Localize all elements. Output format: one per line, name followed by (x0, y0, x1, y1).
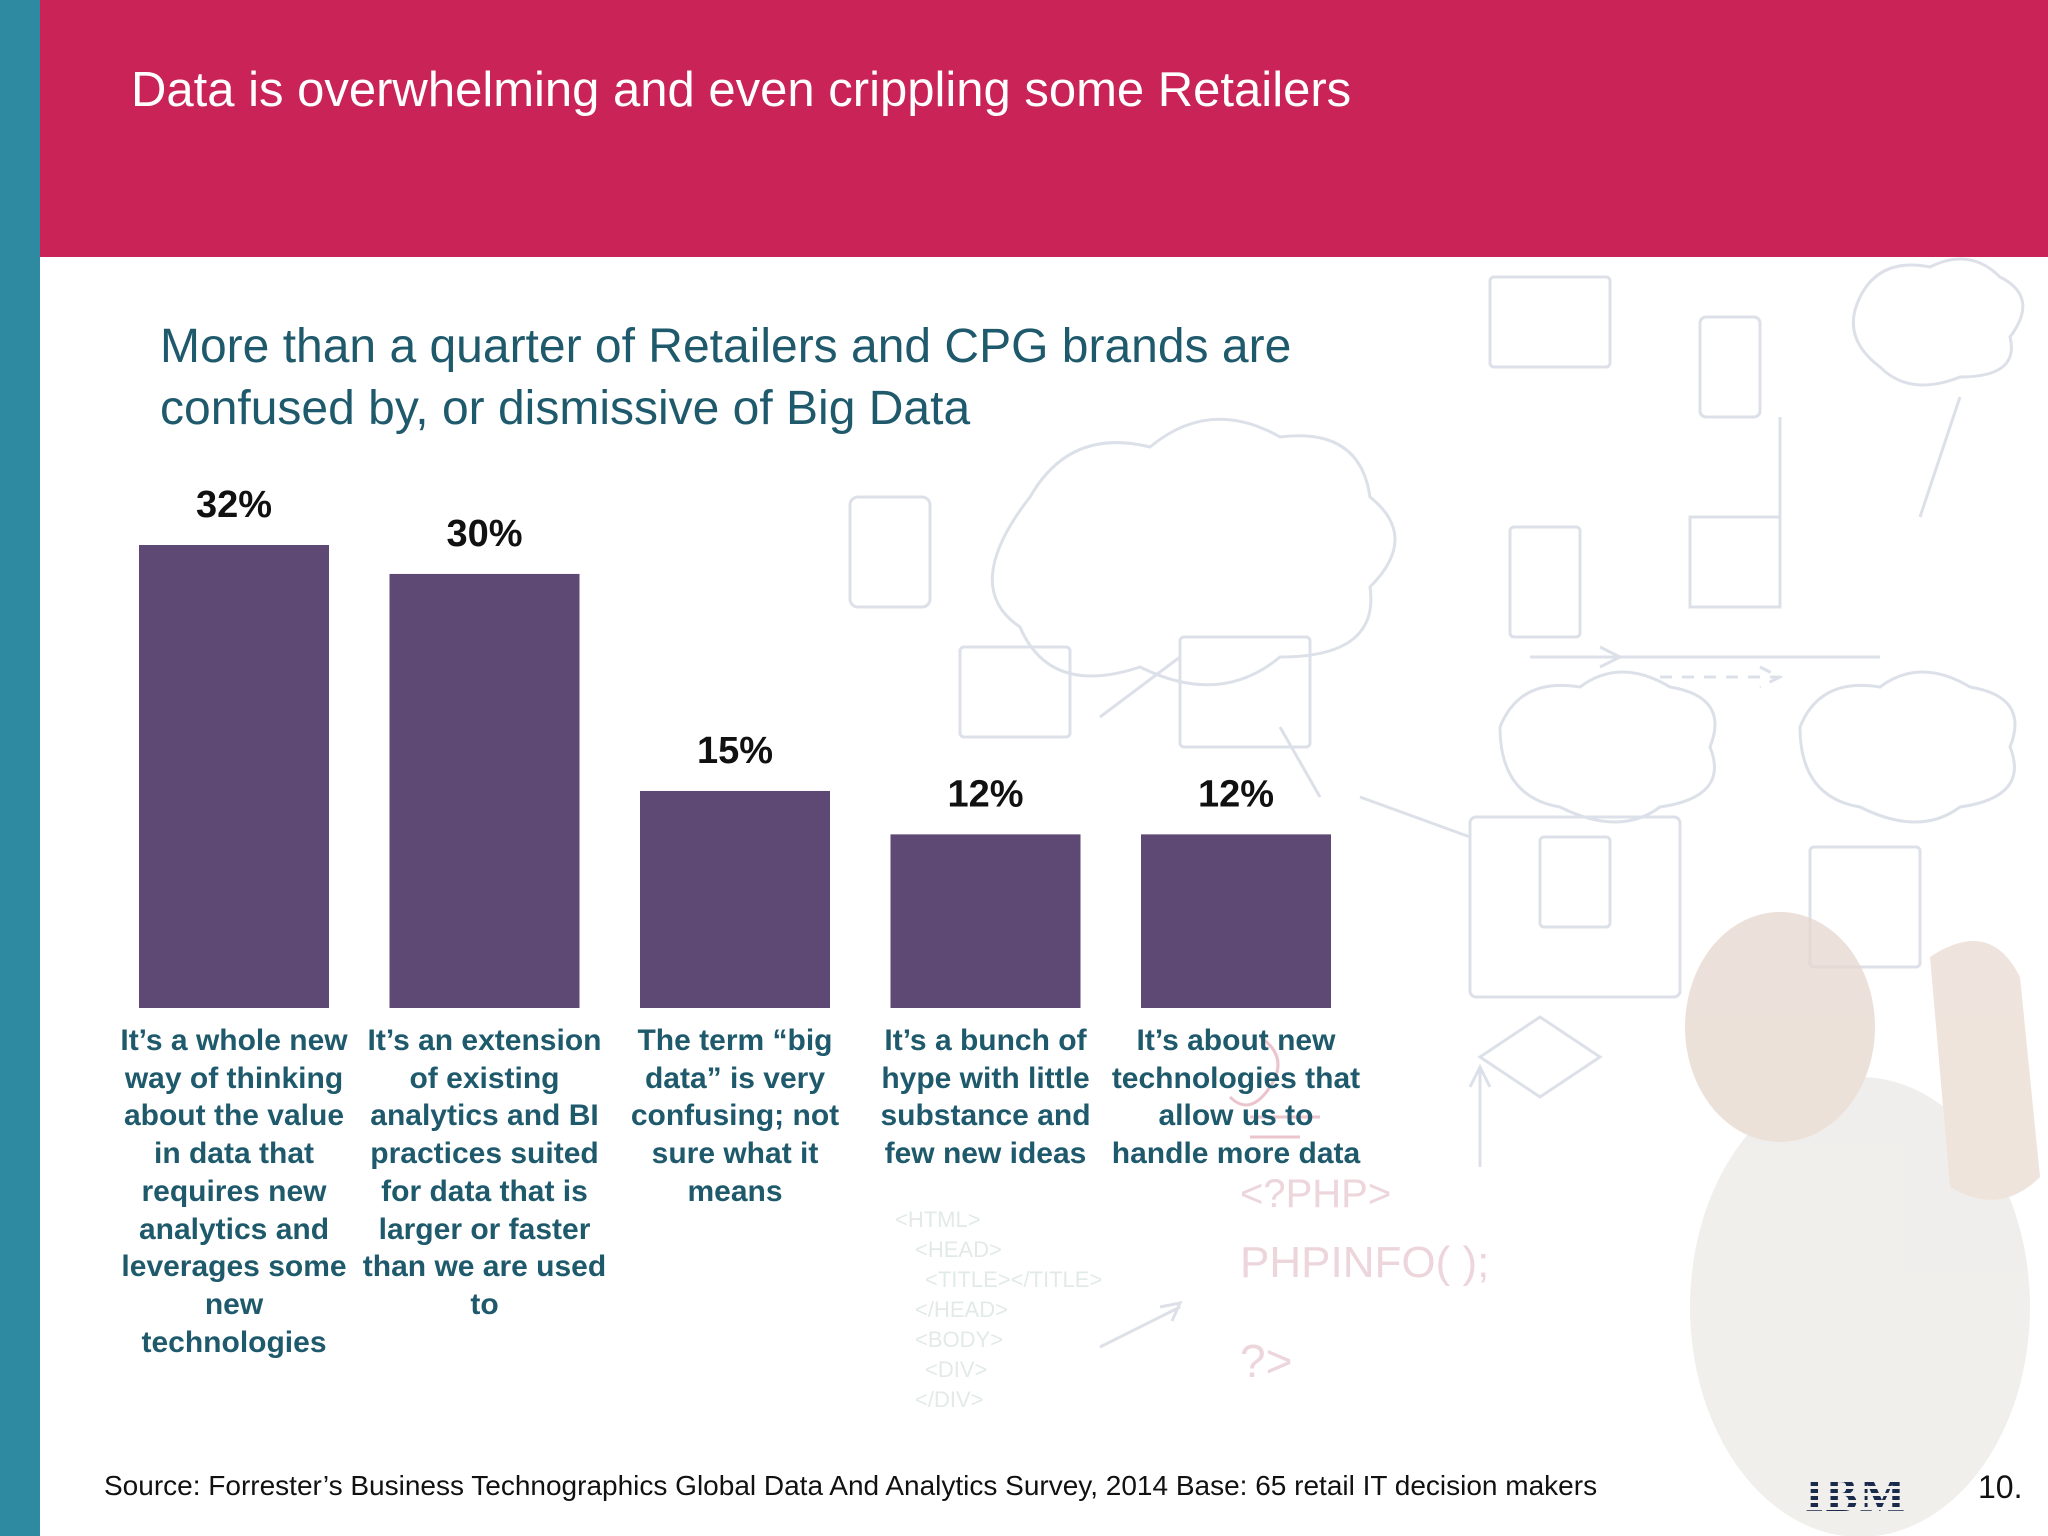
data-label-3: 15% (697, 730, 773, 772)
slide-title: Data is overwhelming and even crippling … (131, 63, 1352, 117)
svg-text:?>: ?> (1240, 1335, 1292, 1387)
category-label-1: It’s a whole new way of thinking about t… (120, 1024, 348, 1359)
svg-text:<HTML>: <HTML> (895, 1207, 981, 1232)
whiteboard-background-illustration: PHPINFO( ); <?PHP> ?> <HTML> <HEAD> <TIT… (848, 257, 2040, 1536)
svg-text:</HEAD>: </HEAD> (915, 1297, 1008, 1322)
bar-3 (640, 790, 830, 1008)
data-label-1: 32% (196, 484, 272, 526)
bar-4 (890, 834, 1081, 1008)
category-label-4: It’s a bunch of hype with little substan… (880, 1024, 1091, 1171)
header-band (40, 0, 2048, 257)
category-label-3: The term “big data” is very confusing; n… (630, 1024, 840, 1208)
category-label-2: It’s an extension of existing analytics … (362, 1024, 607, 1321)
data-label-4: 12% (947, 773, 1023, 815)
bar-2 (389, 573, 580, 1008)
svg-text:<TITLE></TITLE>: <TITLE></TITLE> (925, 1267, 1102, 1292)
svg-text:<DIV>: <DIV> (925, 1357, 987, 1382)
data-label-5: 12% (1198, 773, 1274, 815)
svg-text:</DIV>: </DIV> (915, 1387, 983, 1412)
left-accent-stripe (0, 0, 40, 1536)
bar-1 (139, 545, 329, 1008)
svg-text:<HEAD>: <HEAD> (915, 1237, 1002, 1262)
ibm-logo: IBM (1805, 1469, 1907, 1522)
source-note: Source: Forrester’s Business Technograph… (104, 1470, 1598, 1501)
page-number: 10. (1978, 1469, 2023, 1505)
bar-5 (1141, 834, 1331, 1008)
svg-text:<?PHP>: <?PHP> (1240, 1172, 1391, 1216)
chart-headline: More than a quarter of Retailers and CPG… (160, 320, 1292, 435)
data-label-2: 30% (446, 513, 522, 555)
svg-text:PHPINFO( );: PHPINFO( ); (1240, 1238, 1489, 1287)
svg-text:<BODY>: <BODY> (915, 1327, 1003, 1352)
category-label-5: It’s about new technologies that allow u… (1111, 1024, 1361, 1171)
